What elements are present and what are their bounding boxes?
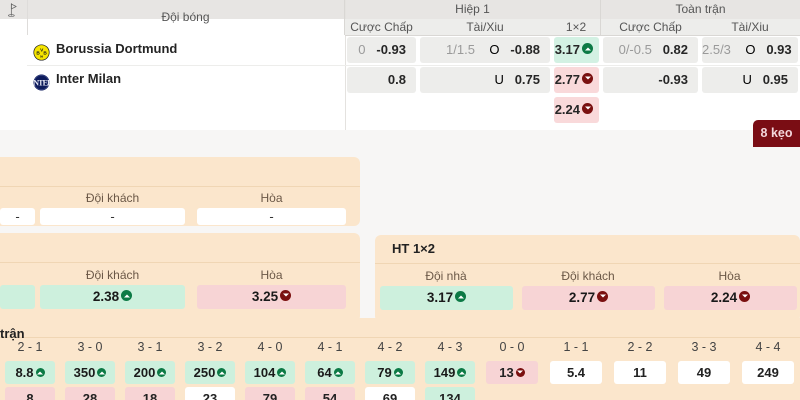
svg-text:09: 09 [40,55,44,59]
svg-text:B: B [43,50,47,56]
svg-text:INTER: INTER [33,79,50,88]
